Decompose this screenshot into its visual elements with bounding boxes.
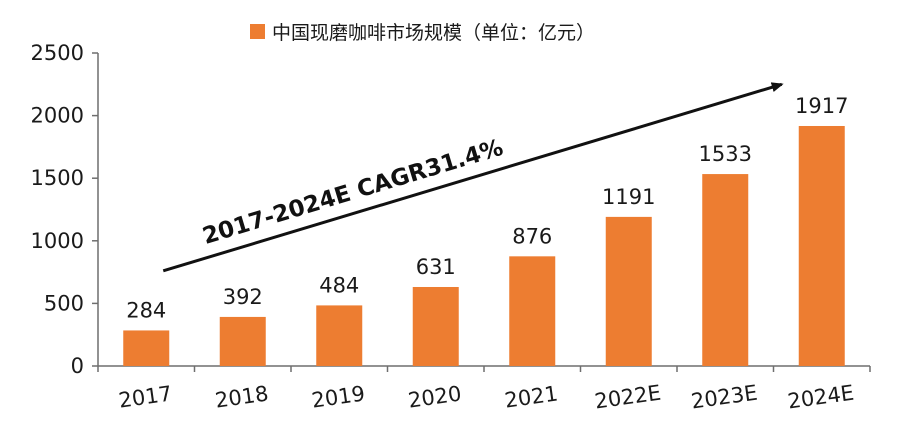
bar <box>605 216 652 366</box>
data-label: 284 <box>126 298 166 322</box>
legend-swatch <box>250 24 265 39</box>
x-tick-label: 2017 <box>117 381 173 412</box>
bar <box>509 256 556 366</box>
data-label: 1533 <box>699 142 752 166</box>
bar <box>412 286 459 366</box>
y-tick-label: 2500 <box>31 41 84 65</box>
data-label: 484 <box>319 273 359 297</box>
y-axis: 0 500 1000 1500 2000 2500 <box>31 41 99 378</box>
x-tick-label: 2023E <box>690 381 759 414</box>
data-label: 1191 <box>602 185 655 209</box>
legend-label: 中国现磨咖啡市场规模（单位：亿元） <box>272 22 595 44</box>
cagr-annotation-text: 2017-2024E CAGR31.4% <box>200 135 507 250</box>
data-label: 876 <box>512 224 552 248</box>
bar <box>123 330 170 366</box>
x-axis: 2017 2018 2019 2020 2021 2022E 2023E 2024E <box>97 365 871 414</box>
legend: 中国现磨咖啡市场规模（单位：亿元） <box>250 22 595 44</box>
x-tick-label: 2022E <box>593 381 662 414</box>
x-tick-label: 2018 <box>214 381 270 412</box>
x-tick-label: 2021 <box>503 381 559 412</box>
y-tick-label: 500 <box>44 291 84 315</box>
y-tick-label: 1500 <box>31 166 84 190</box>
data-labels: 284 392 484 631 876 1191 1533 1917 <box>126 94 848 322</box>
x-tick-label: 2019 <box>310 381 366 412</box>
trend-arrow <box>162 82 784 273</box>
y-tick-label: 2000 <box>31 104 84 128</box>
bar <box>798 125 845 366</box>
data-label: 631 <box>416 255 456 279</box>
cagr-annotation: 2017-2024E CAGR31.4% <box>162 82 784 273</box>
bar <box>219 316 266 366</box>
y-tick-label: 1000 <box>31 229 84 253</box>
bars <box>123 125 845 366</box>
x-tick-label: 2020 <box>407 381 463 412</box>
y-tick-label: 0 <box>71 354 84 378</box>
data-label: 1917 <box>795 94 848 118</box>
bar <box>316 305 363 366</box>
x-tick-label: 2024E <box>786 381 855 414</box>
data-label: 392 <box>223 285 263 309</box>
bar <box>702 174 749 366</box>
